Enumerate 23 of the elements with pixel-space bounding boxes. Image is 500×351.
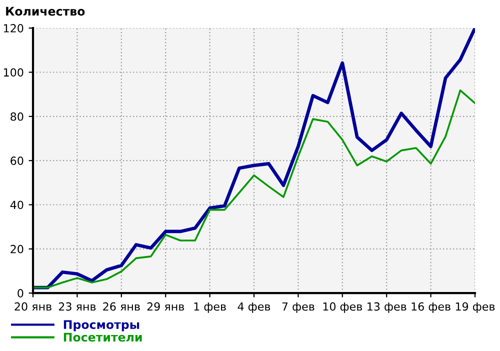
x-tick-label: 7 фев xyxy=(282,302,314,313)
y-tick-label: 100 xyxy=(4,68,24,77)
legend-label: Посетители xyxy=(64,332,142,342)
x-tick-label: 29 янв xyxy=(147,302,184,311)
y-tick-label: 120 xyxy=(4,24,24,32)
x-tick-label: 1 фев xyxy=(194,302,226,313)
x-tick-label: 26 янв xyxy=(103,302,140,311)
line-series xyxy=(33,28,475,290)
chart-title: Количество xyxy=(6,6,85,16)
line-series xyxy=(33,89,475,288)
x-tick-label: 19 фев xyxy=(456,302,495,313)
x-tick-label: 23 янв xyxy=(58,302,96,311)
x-tick-label: 20 янв xyxy=(14,302,52,311)
y-tick-label: 80 xyxy=(10,112,24,121)
y-tick-label: 0 xyxy=(18,289,24,298)
x-tick-label: 13 фев xyxy=(368,302,406,313)
x-tick-label: 10 фев xyxy=(323,302,362,313)
x-tick-label: 4 фев xyxy=(238,302,270,313)
y-tick-label: 40 xyxy=(10,200,24,210)
legend-label: Просмотры xyxy=(64,320,140,332)
y-tick-label: 60 xyxy=(10,156,24,165)
x-tick-label: 16 фев xyxy=(412,302,450,313)
y-tick-label: 20 xyxy=(10,244,24,254)
